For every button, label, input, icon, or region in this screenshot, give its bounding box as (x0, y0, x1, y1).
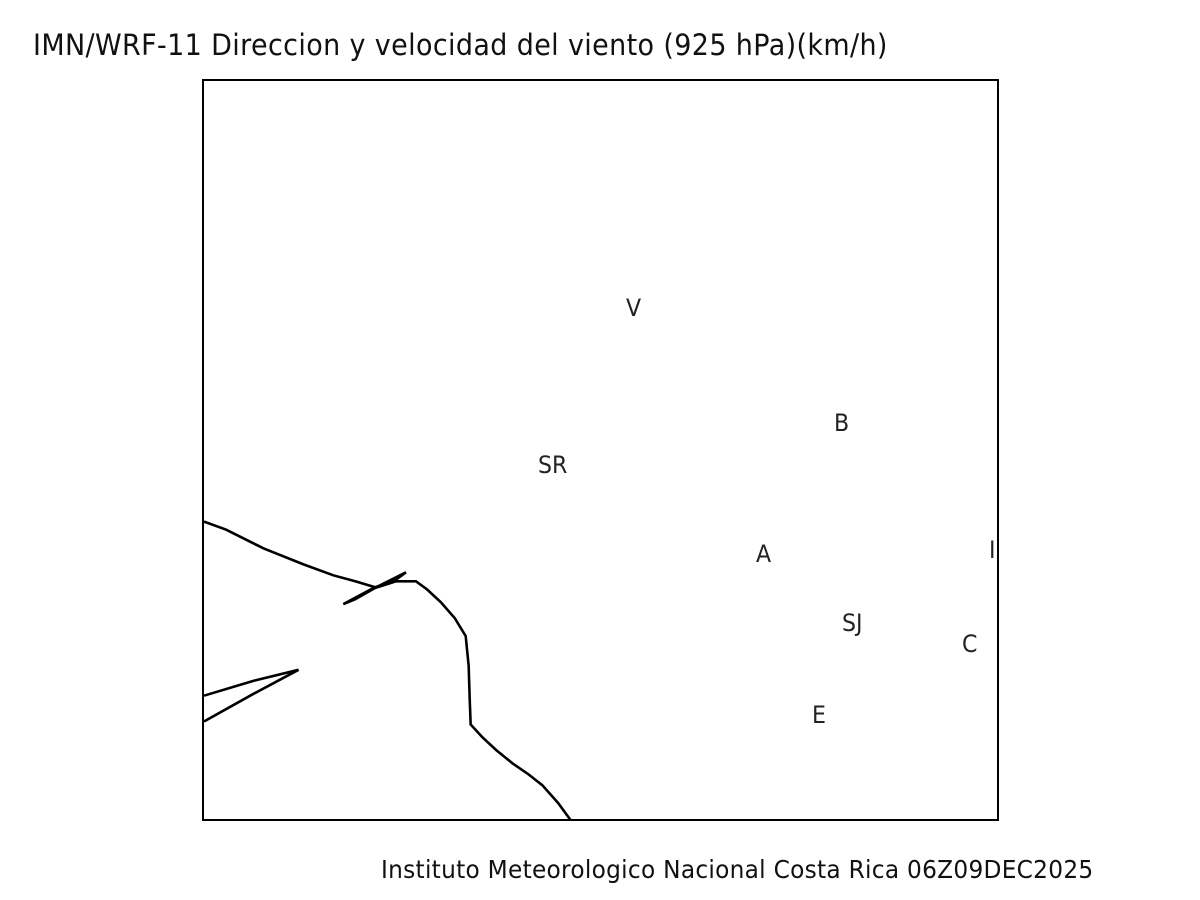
coastline-nicoya-inlet (204, 668, 300, 723)
station-label-sj: SJ (841, 608, 863, 637)
station-label-sr: SR (537, 451, 568, 480)
station-label-a: A (756, 539, 772, 568)
map-plot-frame: V B SR A I SJ C E (202, 79, 999, 821)
station-label-c: C (961, 629, 978, 658)
station-label-i: I (989, 536, 996, 565)
station-label-v: V (625, 294, 641, 323)
coastline-layer (204, 520, 572, 819)
page-title: IMN/WRF-11 Direccion y velocidad del vie… (33, 28, 888, 62)
figure-footer: Instituto Meteorologico Nacional Costa R… (381, 855, 1094, 884)
station-label-e: E (812, 700, 827, 729)
coastline-pacific-main (204, 520, 572, 819)
station-label-b: B (834, 409, 850, 438)
